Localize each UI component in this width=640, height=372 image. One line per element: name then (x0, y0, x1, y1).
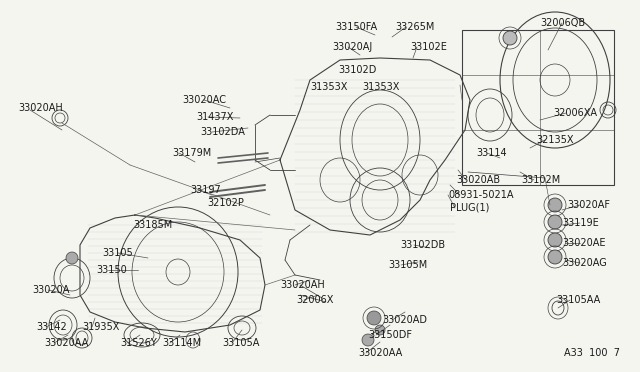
Text: 33102M: 33102M (521, 175, 560, 185)
Ellipse shape (66, 252, 78, 264)
Text: 33142: 33142 (36, 322, 67, 332)
Text: 31353X: 31353X (362, 82, 399, 92)
Text: 08931-5021A: 08931-5021A (448, 190, 513, 200)
Text: 33179M: 33179M (172, 148, 211, 158)
Ellipse shape (362, 334, 374, 346)
Text: 33105: 33105 (102, 248, 132, 258)
Text: 33020AJ: 33020AJ (332, 42, 372, 52)
Text: 33197: 33197 (190, 185, 221, 195)
Text: 33150DF: 33150DF (368, 330, 412, 340)
Text: 33020AH: 33020AH (280, 280, 324, 290)
Text: 33020AG: 33020AG (562, 258, 607, 268)
Text: 31353X: 31353X (310, 82, 348, 92)
Text: 33020A: 33020A (32, 285, 69, 295)
Text: 33150FA: 33150FA (335, 22, 377, 32)
Text: A33  100  7: A33 100 7 (564, 348, 620, 358)
Text: 33020AE: 33020AE (562, 238, 605, 248)
Text: 33185M: 33185M (133, 220, 172, 230)
Text: 32006XA: 32006XA (553, 108, 597, 118)
Text: 33102DB: 33102DB (400, 240, 445, 250)
Text: 33114M: 33114M (162, 338, 201, 348)
Text: 32135X: 32135X (536, 135, 573, 145)
Text: 33105AA: 33105AA (556, 295, 600, 305)
Text: 33150: 33150 (96, 265, 127, 275)
Text: 33119E: 33119E (562, 218, 599, 228)
Text: 33020AA: 33020AA (358, 348, 403, 358)
Text: 33265M: 33265M (395, 22, 435, 32)
Text: 32006QB: 32006QB (540, 18, 585, 28)
Text: 31526Y: 31526Y (120, 338, 157, 348)
Text: PLUG(1): PLUG(1) (450, 202, 490, 212)
Ellipse shape (367, 311, 381, 325)
Text: 33020AA: 33020AA (44, 338, 88, 348)
Ellipse shape (548, 215, 562, 229)
Ellipse shape (548, 233, 562, 247)
Text: 33020AD: 33020AD (382, 315, 427, 325)
Text: 33114: 33114 (476, 148, 507, 158)
Text: 33020AC: 33020AC (182, 95, 226, 105)
Ellipse shape (375, 325, 385, 335)
Text: 33105A: 33105A (222, 338, 259, 348)
Text: 33102DA: 33102DA (200, 127, 245, 137)
Text: 32102P: 32102P (207, 198, 244, 208)
Text: 33102E: 33102E (410, 42, 447, 52)
Text: 31437X: 31437X (196, 112, 234, 122)
Text: 33105M: 33105M (388, 260, 428, 270)
Text: 32006X: 32006X (296, 295, 333, 305)
Text: 31935X: 31935X (82, 322, 120, 332)
Text: 33102D: 33102D (338, 65, 376, 75)
Bar (462, 30, 614, 185)
Ellipse shape (548, 250, 562, 264)
Text: 33020AH: 33020AH (18, 103, 63, 113)
Text: 33020AB: 33020AB (456, 175, 500, 185)
Ellipse shape (503, 31, 517, 45)
Ellipse shape (548, 198, 562, 212)
Text: 33020AF: 33020AF (567, 200, 610, 210)
